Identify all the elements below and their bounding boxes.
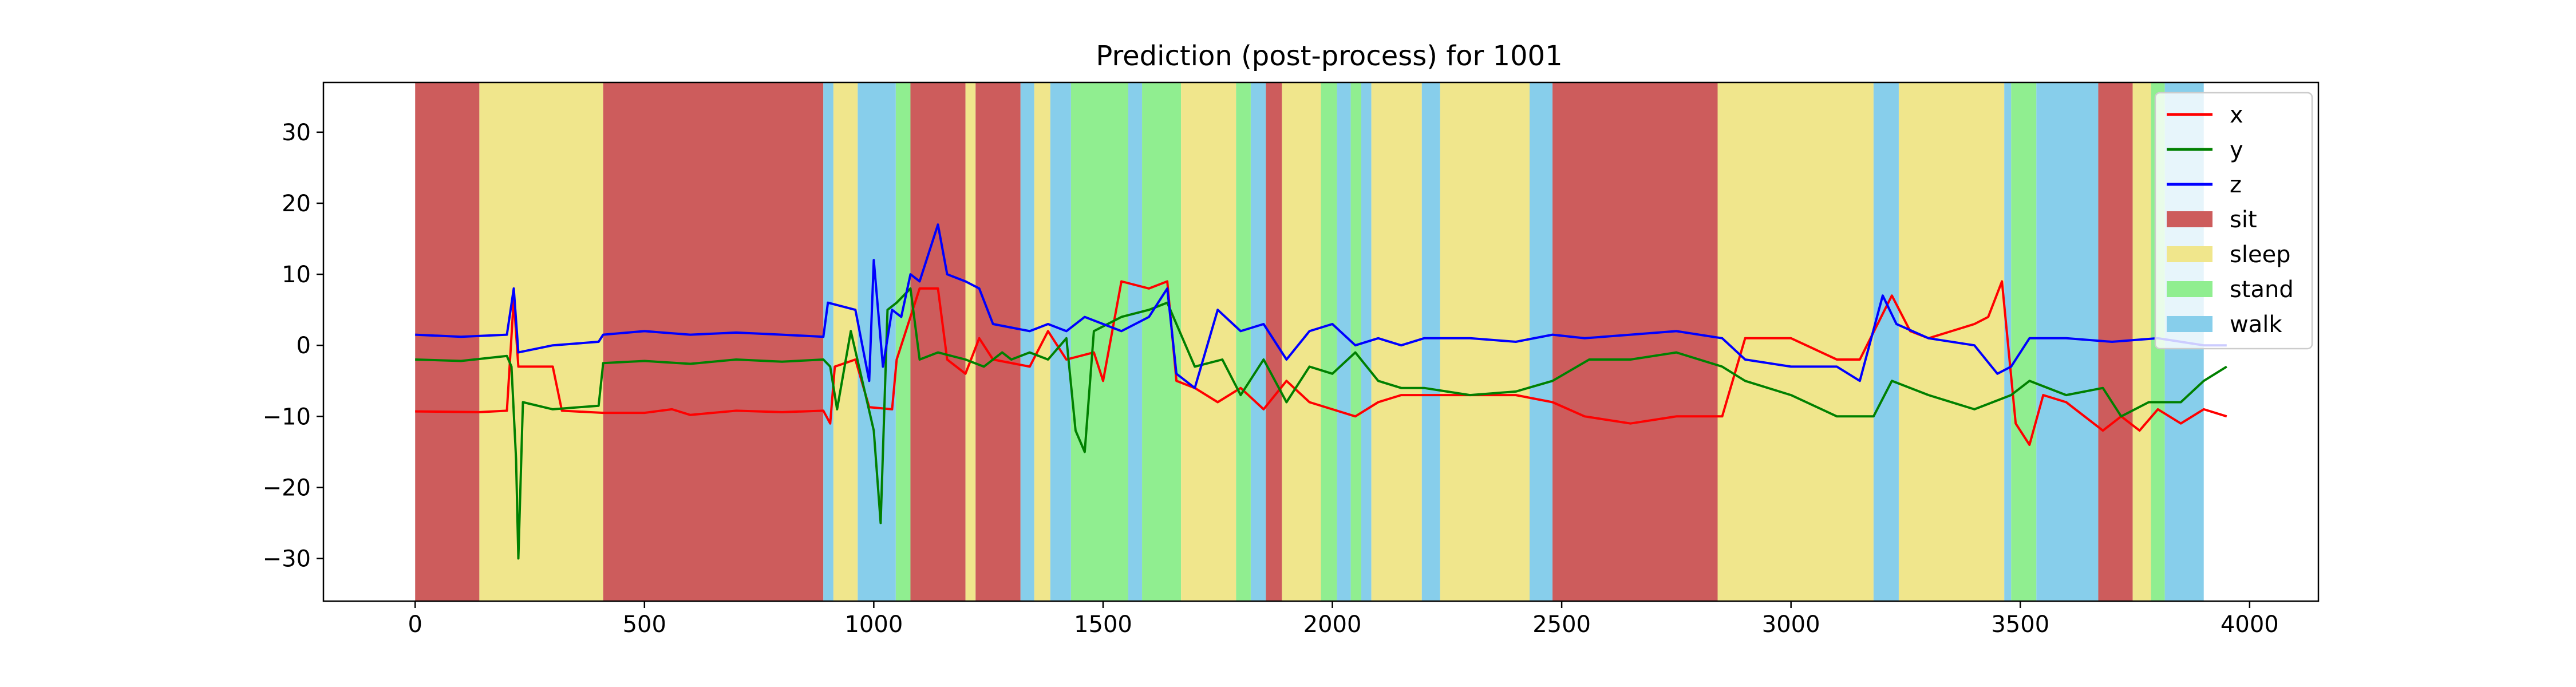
series-line-x xyxy=(415,280,2227,446)
legend-label-walk: walk xyxy=(2230,311,2282,338)
legend-label-x: x xyxy=(2230,102,2243,128)
region-walk-14 xyxy=(1128,82,1143,601)
x-tick-label-3500: 3500 xyxy=(1991,611,2049,638)
region-walk-26 xyxy=(1421,82,1440,601)
region-walk-18 xyxy=(1250,82,1266,601)
region-walk-3 xyxy=(823,82,833,601)
x-axis: 0 500 1000 1500 2000 2500 3000 3500 4000 xyxy=(408,601,2279,638)
region-sleep-1 xyxy=(479,82,603,601)
region-stand-23 xyxy=(1350,82,1362,601)
x-tick-label-4000: 4000 xyxy=(2221,611,2279,638)
y-tick-label-30: 30 xyxy=(282,120,311,146)
region-stand-21 xyxy=(1321,82,1337,601)
x-tick-label-1000: 1000 xyxy=(844,611,903,638)
region-sit-2 xyxy=(603,82,824,601)
region-walk-28 xyxy=(1530,82,1553,601)
region-sleep-30 xyxy=(1717,82,1874,601)
x-tick-label-500: 500 xyxy=(623,611,666,638)
series-lines xyxy=(415,223,2227,560)
legend-label-sit: sit xyxy=(2230,207,2257,233)
region-sleep-8 xyxy=(965,82,976,601)
series-line-y xyxy=(415,287,2227,560)
region-stand-15 xyxy=(1142,82,1182,601)
legend-label-z: z xyxy=(2230,172,2242,198)
x-tick-label-2500: 2500 xyxy=(1532,611,1591,638)
region-walk-35 xyxy=(2036,82,2099,601)
activity-regions xyxy=(415,82,2204,601)
region-sleep-37 xyxy=(2132,82,2151,601)
legend-swatch-stand xyxy=(2167,281,2212,297)
legend: xyz sit sleep stand walk xyxy=(2154,92,2313,350)
chart-title: Prediction (post-process) for 1001 xyxy=(1096,40,1562,72)
plot-frame xyxy=(322,81,2320,602)
legend-label-stand: stand xyxy=(2230,277,2294,303)
region-walk-5 xyxy=(858,82,896,601)
region-walk-31 xyxy=(1873,82,1899,601)
y-tick-label--10: −10 xyxy=(263,404,311,430)
region-sit-7 xyxy=(910,82,966,601)
region-stand-34 xyxy=(2011,82,2037,601)
x-tick-label-3000: 3000 xyxy=(1762,611,1820,638)
y-tick-label-10: 10 xyxy=(282,262,311,288)
y-tick-label-0: 0 xyxy=(297,333,311,359)
region-sit-9 xyxy=(975,82,1021,601)
y-tick-label-20: 20 xyxy=(282,191,311,217)
legend-label-y: y xyxy=(2230,137,2243,163)
series-line-z xyxy=(415,223,2227,389)
legend-label-sleep: sleep xyxy=(2230,242,2291,268)
legend-swatch-sit xyxy=(2167,211,2212,227)
x-tick-label-1500: 1500 xyxy=(1074,611,1132,638)
region-walk-22 xyxy=(1337,82,1351,601)
x-tick-label-2000: 2000 xyxy=(1303,611,1362,638)
y-axis: −30 −20 −10 0 10 20 30 xyxy=(263,120,323,572)
region-walk-10 xyxy=(1020,82,1034,601)
legend-swatch-sleep xyxy=(2167,246,2212,262)
region-sit-0 xyxy=(415,82,480,601)
region-stand-17 xyxy=(1236,82,1251,601)
y-tick-label--30: −30 xyxy=(263,546,311,572)
y-tick-label--20: −20 xyxy=(263,475,311,501)
region-sit-29 xyxy=(1552,82,1718,601)
legend-swatch-walk xyxy=(2167,316,2212,332)
region-stand-13 xyxy=(1070,82,1129,601)
x-tick-label-0: 0 xyxy=(408,611,422,638)
